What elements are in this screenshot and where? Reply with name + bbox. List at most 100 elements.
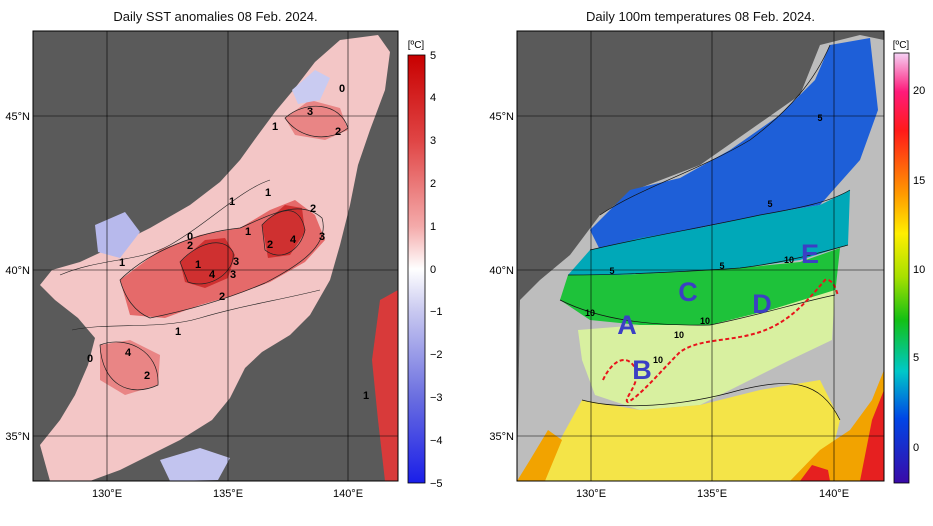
colorbar-tick: 3 [430,135,436,147]
region-label-c: C [678,277,698,307]
contour-label: 10 [674,330,684,340]
colorbar-tick: −4 [430,435,443,447]
lat-label-40n: 40°N [489,265,514,277]
zone-warm-coast [800,390,884,481]
contour-label: 0 [187,231,193,243]
map-frame [32,30,399,482]
region-label-d: D [752,289,772,319]
zone-lt5 [590,38,878,250]
region-label-b: B [632,355,652,385]
lon-label-140e: 140°E [819,488,849,500]
temperature-colorbar: [ºC] 20 15 10 5 0 [893,40,925,484]
contour-label: 3 [230,269,236,281]
contour-label: 2 [267,239,273,251]
contour-label: 5 [609,266,614,276]
anomaly-colorbar: [ºC] 5 4 3 2 1 0 −1 −2 −3 −4 −5 [407,40,443,490]
contour-label: 1 [229,196,235,208]
contour-label: 5 [719,261,724,271]
colorbar-tick: −1 [430,306,443,318]
temp-100m-map [517,31,884,481]
lon-axis-labels: 130°E 135°E 140°E [92,488,363,500]
contour-label: 4 [209,269,216,281]
region-label-a: A [617,310,637,340]
lon-axis-labels: 130°E 135°E 140°E [576,488,849,500]
lat-label-40n: 40°N [5,265,30,277]
zone-7-10 [560,248,840,325]
contour-line [559,189,851,326]
warm-coast-east [372,290,398,481]
lat-axis-labels: 45°N 40°N 35°N [5,111,30,443]
colorbar-unit: [ºC] [408,40,425,51]
cold-anomaly-north [292,70,330,104]
contour-label: 4 [125,347,132,359]
lat-label-35n: 35°N [489,431,514,443]
zone-10-12 [578,290,835,410]
contour-label: 1 [175,326,181,338]
contour-label: 2 [335,126,341,138]
colorbar-tick: 0 [913,442,919,454]
contour-label: 0 [87,353,93,365]
colorbar-tick: −5 [430,478,443,490]
sst-anomaly-map [33,31,398,481]
lon-label-130e: 130°E [576,488,606,500]
contour-label: 3 [319,231,325,243]
contour-line [59,179,321,331]
contour-label: 2 [144,370,150,382]
zone-15-18 [517,370,884,481]
colorbar-tick: 0 [430,264,436,276]
contour-label: 3 [307,106,313,118]
contour-line [179,210,306,285]
colorbar-tick: −2 [430,349,443,361]
contour-label: 2 [219,291,225,303]
graticule [517,31,884,481]
colorbar-tick: 15 [913,175,925,187]
colorbar-tick: 2 [430,178,436,190]
contour-label: 10 [585,308,595,318]
colorbar-tick: 10 [913,264,925,276]
contour-label: 5 [817,113,822,123]
contour-label: 10 [700,316,710,326]
hot-spot-east [262,205,305,258]
lat-label-45n: 45°N [5,111,30,123]
lat-label-45n: 45°N [489,111,514,123]
colorbar-tick: 5 [913,352,919,364]
lon-label-135e: 135°E [213,488,243,500]
contour-line [119,208,324,319]
colorbar-tick: −3 [430,392,443,404]
colorbar-tick: 4 [430,92,436,104]
contour-label: 1 [265,187,271,199]
colorbar-tick: 1 [430,221,436,233]
contour-labels: 0 3 1 2 1 2 1 2 4 3 0 1 2 4 3 3 1 2 1 4 … [87,83,369,402]
lon-label-130e: 130°E [92,488,122,500]
cold-anomaly-south [160,448,230,481]
contour-label: 2 [187,240,193,252]
contour-label: 1 [245,226,251,238]
contour-label: 1 [363,390,369,402]
colorbar-tick: 20 [913,85,925,97]
colorbar-unit: [ºC] [893,40,910,51]
contour-label: 3 [233,256,239,268]
colorbar-tick: 5 [430,50,436,62]
region-label-e: E [801,239,819,269]
contour-label: 5 [767,199,772,209]
lon-label-140e: 140°E [333,488,363,500]
temp-100m-title: Daily 100m temperatures 08 Feb. 2024. [585,9,816,24]
contour-labels: 5 5 5 5 10 10 10 10 10 [585,113,823,365]
lat-axis-labels: 45°N 40°N 35°N [489,111,514,443]
contour-label: 1 [119,257,125,269]
lat-label-35n: 35°N [5,431,30,443]
map-frame [516,30,885,482]
warm-core-south [100,340,160,395]
contour-label: 1 [195,259,201,271]
contour-label: 0 [339,83,345,95]
lon-label-135e: 135°E [697,488,727,500]
contour-label: 10 [784,255,794,265]
contour-label: 4 [290,234,297,246]
graticule [33,31,398,481]
contour-label: 10 [653,355,663,365]
cold-anomaly-west [95,212,140,258]
contour-label: 2 [310,203,316,215]
region-labels: A B C D E [617,239,819,385]
contour-line [581,44,841,421]
